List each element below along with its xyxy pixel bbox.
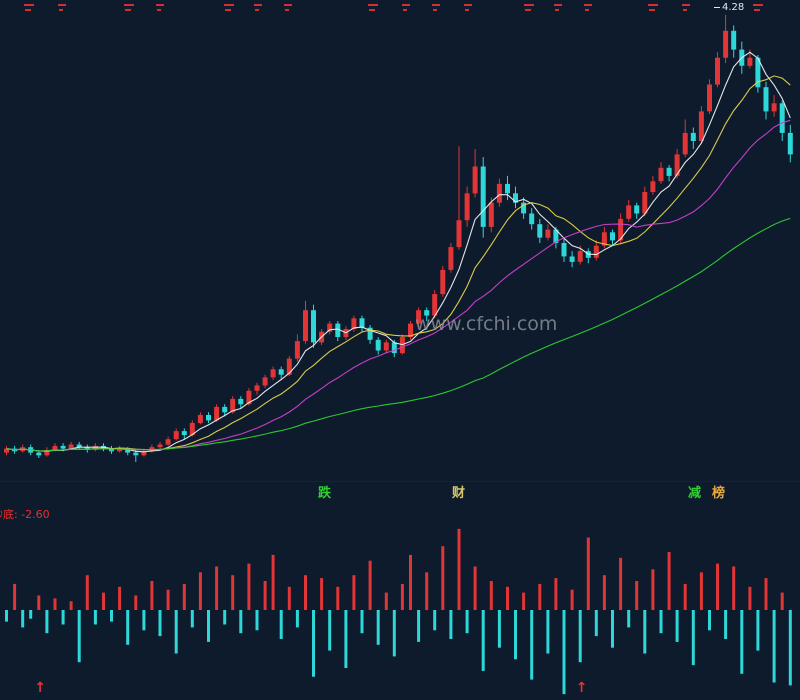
ticker-char: 榜 (712, 486, 726, 501)
indicator-value-label: 抄底: -2.60 (0, 508, 50, 521)
buy-signal-arrow: ↑ (34, 680, 46, 696)
kline-pane[interactable]: www.cfchi.com (0, 0, 800, 482)
pane-separator (0, 481, 800, 482)
ticker-char: 减 (688, 486, 702, 501)
ticker-char: 跌 (318, 486, 332, 501)
buy-signal-arrow: ↑ (576, 680, 588, 696)
watermark: www.cfchi.com (415, 313, 557, 335)
ticker-band: 跌 财 减榜 (0, 484, 800, 504)
peak-price-label: 4.28 (714, 2, 744, 13)
indicator-pane[interactable]: ↑ ↑ (0, 520, 800, 700)
ticker-char: 财 (452, 486, 466, 501)
